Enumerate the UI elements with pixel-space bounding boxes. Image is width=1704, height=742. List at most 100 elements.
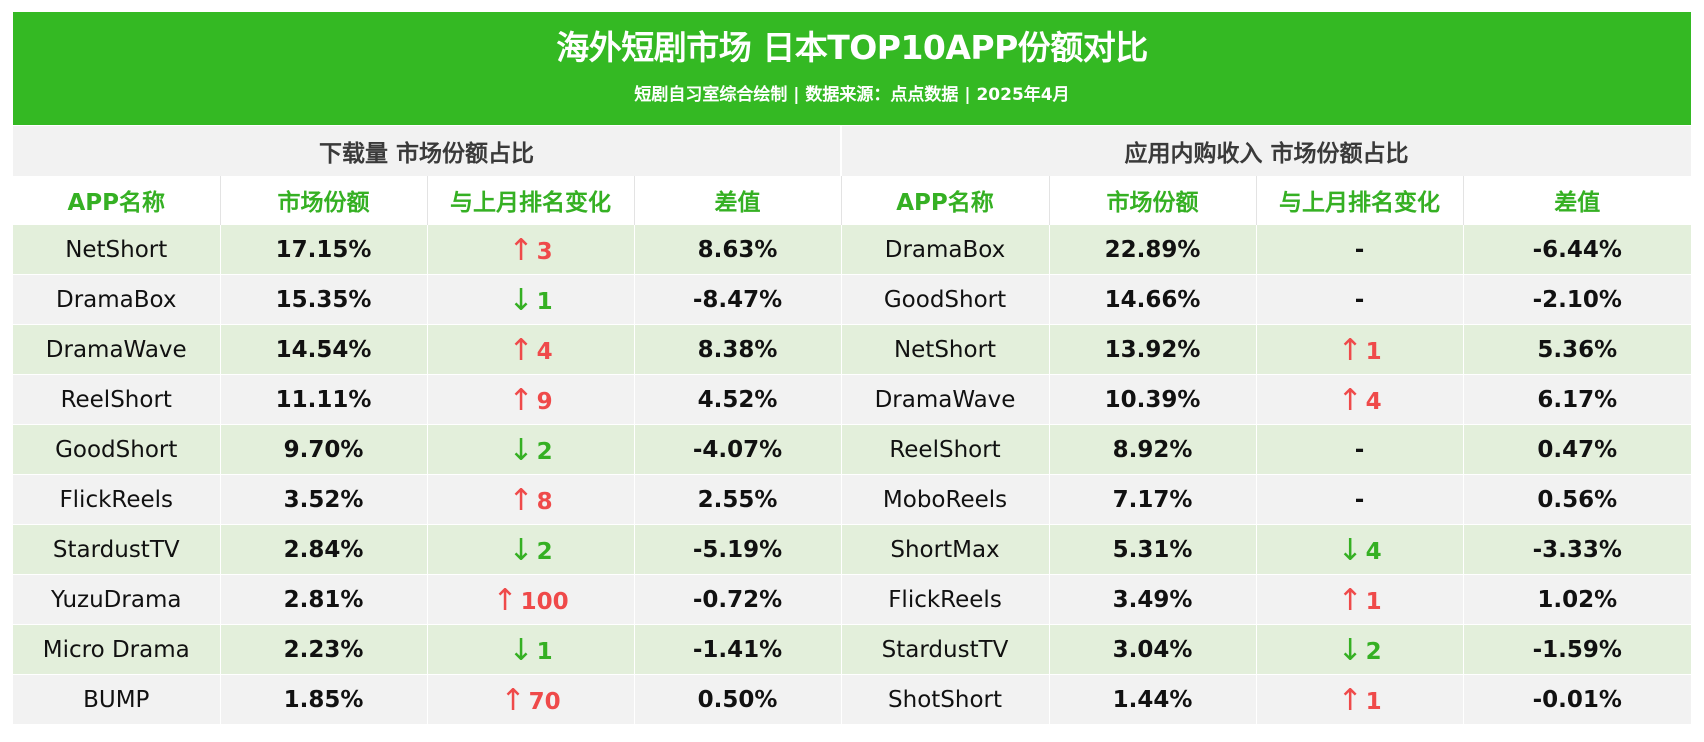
left-rank-change-cell: ↓ 1 <box>427 274 635 325</box>
right-app-name: NetShort <box>841 324 1050 375</box>
left-app-name: StardustTV <box>13 524 221 575</box>
left-rank-change-value: 2 <box>536 438 553 465</box>
left-rank-change-cell: ↑ 100 <box>427 574 635 625</box>
left-app-name: GoodShort <box>13 424 221 475</box>
column-header-row: APP名称 市场份额 与上月排名变化 差值 APP名称 市场份额 与上月排名变化… <box>13 176 1692 225</box>
arrow-up-icon: ↑ <box>1337 683 1363 718</box>
right-rank-change-value: 1 <box>1365 338 1382 365</box>
left-market-share: 3.52% <box>220 474 428 525</box>
header-app-name-left: APP名称 <box>13 176 221 225</box>
right-market-share: 10.39% <box>1049 374 1257 425</box>
page-title: 海外短剧市场 日本TOP10APP份额对比 <box>556 28 1148 67</box>
right-app-name: GoodShort <box>841 274 1050 325</box>
right-market-share: 13.92% <box>1049 324 1257 375</box>
right-diff-value: 5.36% <box>1463 324 1692 375</box>
left-rank-change-cell: ↑ 4 <box>427 324 635 375</box>
arrow-down-icon: ↓ <box>508 283 534 318</box>
table-row: GoodShort 9.70% ↓ 2 -4.07% ReelShort 8.92% -0.4… <box>13 424 1692 475</box>
left-app-name: DramaWave <box>13 324 221 375</box>
arrow-up-icon: ↑ <box>508 233 534 268</box>
page: 海外短剧市场 日本TOP10APP份额对比 短剧自习室综合绘制 | 数据来源：点… <box>13 12 1692 724</box>
left-market-share: 2.81% <box>220 574 428 625</box>
right-diff-value: 6.17% <box>1463 374 1692 425</box>
table-row: DramaWave 14.54% ↑ 4 8.38% NetShort 13.92% ↑ 1 5.… <box>13 324 1692 375</box>
right-rank-change-cell: - <box>1256 274 1464 325</box>
left-diff-value: -0.72% <box>634 574 842 625</box>
arrow-up-icon: ↑ <box>492 583 518 618</box>
left-rank-change-value: 8 <box>536 488 553 515</box>
right-market-share: 7.17% <box>1049 474 1257 525</box>
download-section-title: 下载量 市场份额占比 <box>13 126 843 176</box>
arrow-up-icon: ↑ <box>508 483 534 518</box>
left-rank-change-value: 4 <box>536 338 553 365</box>
table-row: FlickReels 3.52% ↑ 8 2.55% MoboReels 7.17% -0.5… <box>13 474 1692 525</box>
table-row: YuzuDrama 2.81% ↑ 100 -0.72% FlickReels 3.49% ↑… <box>13 574 1692 625</box>
right-diff-value: -3.33% <box>1463 524 1692 575</box>
right-rank-change-cell: ↓ 2 <box>1256 624 1464 675</box>
right-rank-change-cell: ↑ 1 <box>1256 574 1464 625</box>
right-app-name: ReelShort <box>841 424 1050 475</box>
right-app-name: ShotShort <box>841 674 1050 724</box>
right-rank-unchanged: - <box>1354 486 1365 513</box>
market-share-table: 下载量 市场份额占比 应用内购收入 市场份额占比 APP名称 市场份额 与上月排… <box>13 126 1692 724</box>
left-diff-value: 2.55% <box>634 474 842 525</box>
left-rank-change-cell: ↓ 2 <box>427 424 635 475</box>
left-app-name: FlickReels <box>13 474 221 525</box>
section-title-row: 下载量 市场份额占比 应用内购收入 市场份额占比 <box>13 126 1692 176</box>
arrow-down-icon: ↓ <box>1337 533 1363 568</box>
arrow-up-icon: ↑ <box>500 683 526 718</box>
right-rank-change-cell: - <box>1256 474 1464 525</box>
left-diff-value: -1.41% <box>634 624 842 675</box>
arrow-down-icon: ↓ <box>508 433 534 468</box>
right-market-share: 8.92% <box>1049 424 1257 475</box>
right-market-share: 5.31% <box>1049 524 1257 575</box>
left-market-share: 11.11% <box>220 374 428 425</box>
right-app-name: StardustTV <box>841 624 1050 675</box>
arrow-up-icon: ↑ <box>1337 333 1363 368</box>
right-app-name: FlickReels <box>841 574 1050 625</box>
arrow-down-icon: ↓ <box>1337 633 1363 668</box>
left-market-share: 1.85% <box>220 674 428 724</box>
arrow-down-icon: ↓ <box>508 533 534 568</box>
right-rank-change-cell: ↑ 1 <box>1256 324 1464 375</box>
right-app-name: DramaBox <box>841 224 1050 275</box>
table-row: StardustTV 2.84% ↓ 2 -5.19% ShortMax 5.31% ↓ 4 -3… <box>13 524 1692 575</box>
right-rank-change-cell: ↑ 4 <box>1256 374 1464 425</box>
table-row: DramaBox 15.35% ↓ 1 -8.47% GoodShort 14.66% - -2… <box>13 274 1692 325</box>
left-app-name: BUMP <box>13 674 221 724</box>
right-rank-change-value: 1 <box>1365 588 1382 615</box>
page-subtitle: 短剧自习室综合绘制 | 数据来源：点点数据 | 2025年4月 <box>634 85 1070 105</box>
right-diff-value: -0.01% <box>1463 674 1692 724</box>
left-rank-change-cell: ↑ 9 <box>427 374 635 425</box>
table-row: Micro Drama 2.23% ↓ 1 -1.41% StardustTV 3.04% ↓… <box>13 624 1692 675</box>
left-rank-change-value: 3 <box>536 238 553 265</box>
arrow-down-icon: ↓ <box>508 633 534 668</box>
right-rank-change-value: 2 <box>1365 638 1382 665</box>
left-rank-change-value: 9 <box>536 388 553 415</box>
right-rank-change-value: 4 <box>1365 538 1382 565</box>
header-diff-left: 差值 <box>634 176 842 225</box>
left-market-share: 17.15% <box>220 224 428 275</box>
left-app-name: DramaBox <box>13 274 221 325</box>
right-diff-value: -2.10% <box>1463 274 1692 325</box>
right-market-share: 22.89% <box>1049 224 1257 275</box>
right-rank-change-cell: - <box>1256 224 1464 275</box>
header-rank-change-left: 与上月排名变化 <box>427 176 635 225</box>
arrow-up-icon: ↑ <box>1337 383 1363 418</box>
right-rank-change-value: 4 <box>1365 388 1382 415</box>
right-rank-unchanged: - <box>1354 236 1365 263</box>
left-diff-value: -5.19% <box>634 524 842 575</box>
left-diff-value: 8.38% <box>634 324 842 375</box>
left-rank-change-value: 2 <box>536 538 553 565</box>
arrow-up-icon: ↑ <box>1337 583 1363 618</box>
right-rank-unchanged: - <box>1354 286 1365 313</box>
header-app-name-right: APP名称 <box>841 176 1050 225</box>
left-rank-change-cell: ↓ 2 <box>427 524 635 575</box>
left-diff-value: 0.50% <box>634 674 842 724</box>
table-row: ReelShort 11.11% ↑ 9 4.52% DramaWave 10.39% ↑ 4 6… <box>13 374 1692 425</box>
right-rank-change-cell: ↓ 4 <box>1256 524 1464 575</box>
left-app-name: ReelShort <box>13 374 221 425</box>
right-market-share: 3.04% <box>1049 624 1257 675</box>
right-app-name: ShortMax <box>841 524 1050 575</box>
left-market-share: 14.54% <box>220 324 428 375</box>
